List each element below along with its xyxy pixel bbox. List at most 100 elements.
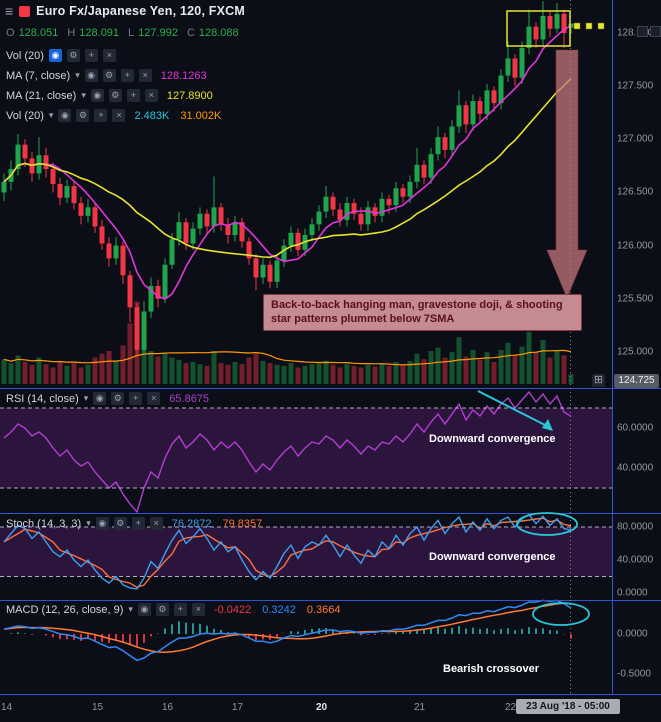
brand-logo-icon [19, 5, 31, 17]
visibility-icon[interactable]: ◉ [93, 392, 107, 405]
add-icon[interactable]: + [84, 49, 98, 62]
price-axis-label: 127.500 [617, 80, 654, 92]
macd-axis-label: 0.0000 [617, 628, 648, 640]
macd-annotation[interactable]: Bearish crossover [443, 663, 539, 675]
ma21-value: 127.8900 [166, 89, 213, 102]
close-icon[interactable]: × [149, 517, 163, 530]
legend-ma7: MA (7, close) ▾ ◉ ⚙ + × 128.1263 [6, 68, 207, 83]
dropdown-caret-icon[interactable]: ▾ [75, 70, 80, 80]
price-axis-label: 125.500 [617, 293, 654, 305]
rsi-annotation[interactable]: Downward convergence [429, 433, 556, 445]
add-icon[interactable]: + [120, 69, 134, 82]
low-label: L [128, 27, 135, 39]
dropdown-caret-icon[interactable]: ▾ [83, 393, 89, 403]
settings-icon[interactable]: ⚙ [66, 49, 80, 62]
rsi-axis-label: 40.0000 [617, 462, 654, 474]
time-axis-label: 20 [316, 702, 328, 713]
dropdown-caret-icon[interactable]: ▾ [86, 518, 91, 528]
legend-ma21: MA (21, close) ▾ ◉ ⚙ + × 127.8900 [6, 88, 213, 103]
stoch-d-value: 79.8357 [222, 517, 263, 530]
macd-signal-value: 0.3664 [306, 603, 341, 616]
visibility-icon[interactable]: ◉ [84, 69, 98, 82]
add-icon[interactable]: + [131, 517, 145, 530]
chart-title[interactable]: Euro Fx/Japanese Yen, 120, FXCM [36, 4, 246, 18]
visibility-icon[interactable]: ◉ [95, 517, 109, 530]
indicator-title[interactable]: RSI (14, close) [6, 392, 79, 405]
add-icon[interactable]: + [173, 603, 187, 616]
settings-icon[interactable]: ⚙ [155, 603, 169, 616]
stoch-k-value: 76.2872 [171, 517, 212, 530]
volume-value: 2.483K [134, 109, 170, 122]
add-icon[interactable]: + [126, 89, 140, 102]
axis-tool-icon[interactable] [650, 26, 661, 37]
time-axis-label: 17 [232, 702, 244, 713]
indicator-title[interactable]: Stoch (14, 3, 3) [6, 517, 82, 530]
legend-macd: MACD (12, 26, close, 9) ▾ ◉ ⚙ + × -0.042… [6, 602, 341, 617]
dropdown-caret-icon[interactable]: ▾ [48, 110, 54, 120]
time-axis-label: 14 [1, 702, 13, 713]
rsi-value: 65.8675 [169, 392, 210, 405]
stoch-axis-label: 80.0000 [617, 521, 654, 533]
macd-axis-label: -0.5000 [617, 668, 651, 680]
macd-line-value: 0.3242 [262, 603, 296, 616]
menu-icon[interactable]: ≡ [5, 3, 14, 19]
indicator-title[interactable]: MA (21, close) [6, 89, 77, 102]
macd-hist-value: -0.0422 [213, 603, 252, 616]
close-icon[interactable]: × [144, 89, 158, 102]
time-axis-label: 15 [92, 702, 104, 713]
price-axis-label: 126.000 [617, 240, 654, 252]
close-icon[interactable]: × [147, 392, 161, 405]
close-icon[interactable]: × [138, 69, 152, 82]
price-scale-bottom-tag[interactable]: 124.725 [614, 374, 659, 388]
indicator-title[interactable]: Vol (20) [6, 109, 44, 122]
volume-ma-value: 31.002K [180, 109, 222, 122]
time-axis-label: 16 [162, 702, 174, 713]
settings-icon[interactable]: ⚙ [108, 89, 122, 102]
legend-volume: Vol (20) ▾ ◉ ⚙ + × 2.483K 31.002K [6, 108, 221, 123]
time-axis-label: 21 [414, 702, 426, 713]
dropdown-caret-icon[interactable]: ▾ [81, 90, 86, 100]
stoch-axis-label: 40.0000 [617, 554, 654, 566]
close-label: C [186, 27, 195, 39]
dropdown-caret-icon[interactable]: ▾ [128, 604, 133, 614]
settings-icon[interactable]: ⚙ [102, 69, 116, 82]
ma7-value: 128.1263 [160, 69, 207, 82]
ohlc-row: O 128.051 H 128.091 L 127.992 C 128.088 [6, 27, 239, 39]
close-icon[interactable]: × [112, 109, 126, 122]
stoch-axis-label: 0.0000 [617, 587, 648, 599]
time-axis-label: 22 [505, 702, 517, 713]
panel-expand-icon[interactable]: ⊞ [592, 374, 605, 387]
price-axis-label: 128.000 [617, 27, 654, 39]
axis-tool-icon[interactable] [637, 26, 648, 37]
settings-icon[interactable]: ⚙ [113, 517, 127, 530]
high-value: 128.091 [79, 27, 120, 39]
settings-icon[interactable]: ⚙ [76, 109, 90, 122]
current-time-tag: 23 Aug '18 - 05:00 [516, 699, 620, 714]
candle-pattern-annotation[interactable]: Back-to-back hanging man, gravestone doj… [263, 294, 582, 331]
legend-volume-overlay: Vol (20) ◉ ⚙ + × [6, 48, 116, 63]
visibility-icon[interactable]: ◉ [48, 49, 62, 62]
visibility-icon[interactable]: ◉ [90, 89, 104, 102]
legend-rsi: RSI (14, close) ▾ ◉ ⚙ + × 65.8675 [6, 391, 209, 406]
indicator-title[interactable]: MA (7, close) [6, 69, 71, 82]
stoch-annotation[interactable]: Downward convergence [429, 551, 556, 563]
settings-icon[interactable]: ⚙ [111, 392, 125, 405]
close-icon[interactable]: × [191, 603, 205, 616]
rsi-axis-label: 60.0000 [617, 422, 654, 434]
low-value: 127.992 [138, 27, 178, 39]
visibility-icon[interactable]: ◉ [137, 603, 151, 616]
price-axis-label: 126.500 [617, 186, 654, 198]
open-value: 128.051 [18, 27, 59, 39]
close-value: 128.088 [198, 27, 239, 39]
price-axis-label: 125.000 [617, 346, 654, 358]
add-icon[interactable]: + [129, 392, 143, 405]
indicator-title[interactable]: MACD (12, 26, close, 9) [6, 603, 124, 616]
close-icon[interactable]: × [102, 49, 116, 62]
legend-stoch: Stoch (14, 3, 3) ▾ ◉ ⚙ + × 76.2872 79.83… [6, 516, 262, 531]
high-label: H [67, 27, 76, 39]
visibility-icon[interactable]: ◉ [58, 109, 72, 122]
add-icon[interactable]: + [94, 109, 108, 122]
indicator-title[interactable]: Vol (20) [6, 49, 44, 62]
